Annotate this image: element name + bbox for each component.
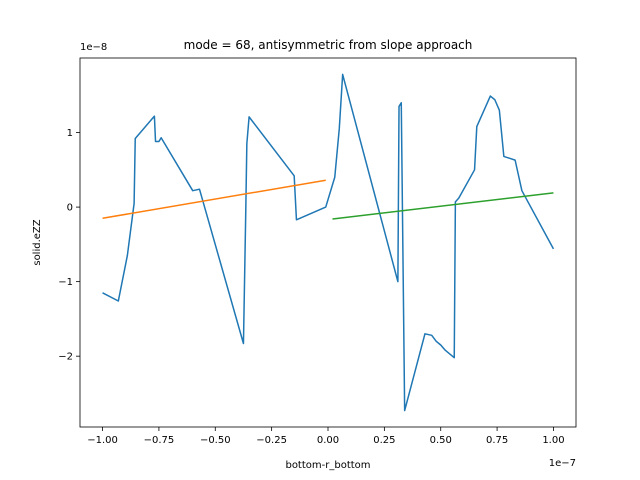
x-tick-label: 0.50 [430, 435, 452, 446]
plot-frame [79, 57, 577, 428]
x-tick-label: −0.25 [256, 435, 287, 446]
series-line-2 [102, 179, 326, 220]
y-tick-label: 1 [67, 128, 73, 139]
series-line-3 [332, 192, 554, 220]
x-tick-label: 0.75 [486, 435, 508, 446]
x-tick-label: −1.00 [87, 435, 118, 446]
chart-title: mode = 68, antisymmetric from slope appr… [184, 38, 473, 52]
series-line-1 [102, 73, 555, 412]
y-tick-label: −2 [58, 352, 73, 363]
y-tick-label: −1 [58, 277, 73, 288]
y-axis: −2 −1 0 1 [58, 128, 80, 363]
y-offset-label: 1e−8 [80, 42, 107, 53]
y-tick-label: 0 [67, 203, 73, 214]
x-tick-label: 0.00 [317, 435, 339, 446]
x-tick-label: 1.00 [542, 435, 564, 446]
x-tick-label: −0.50 [200, 435, 231, 446]
x-tick-label: 0.25 [373, 435, 395, 446]
y-axis-label: solid.eZZ [32, 219, 43, 265]
x-axis: −1.00 −0.75 −0.50 −0.25 0.00 0.25 0.50 0.75 1.00 [87, 427, 565, 446]
x-tick-label: −0.75 [144, 435, 175, 446]
x-offset-label: 1e−7 [549, 458, 576, 469]
x-axis-label: bottom-r_bottom [285, 460, 370, 471]
series-layer [102, 73, 555, 412]
